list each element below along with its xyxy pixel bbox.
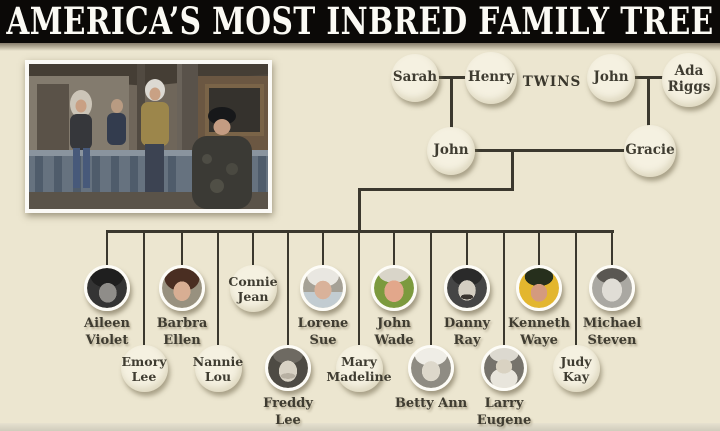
portrait-betty-ann [408,345,454,391]
descent-line-to-gracie [647,77,650,126]
portrait-face [87,268,127,308]
name-label: Kenneth Waye [508,316,570,348]
name-circle: Nannie Lou [192,345,244,392]
portrait-face [303,268,343,308]
tree-node-sarah: Sarah [391,54,439,102]
portrait-freddy-lee [265,345,311,391]
name-label: Lorene Sue [297,316,349,348]
name-label: Henry [467,69,515,86]
connector-line [105,230,109,265]
portrait-face [519,268,559,308]
portrait-barbra-ellen [159,265,205,311]
name-label: Nannie Lou [192,353,244,384]
name-label: Gracie [625,142,675,159]
name-label: Ada Riggs [667,63,711,95]
connector-line [321,230,325,265]
connector-line [286,230,290,345]
name-label: Sarah [392,69,438,86]
name-label: Aileen Violet [84,316,130,348]
name-label: Emory Lee [121,353,167,384]
tree-node-emory-lee: Emory Lee [103,230,185,392]
tree-node-lorene-sue: Lorene Sue [282,230,364,350]
tree-node-john-sr: John [587,54,635,102]
connector-line [465,230,469,265]
portrait-danny-ray [444,265,490,311]
tree-node-larry-eugene: Larry Eugene [463,230,545,430]
connector-line [142,230,146,345]
portrait-kenneth-waye [516,265,562,311]
name-label: Michael Steven [582,316,642,348]
name-label: John Wade [374,316,414,348]
family-photo-illustration [29,64,268,209]
portrait-face [484,348,524,388]
name-label: Larry Eugene [476,396,532,428]
page-title: AMERICA’S MOST INBRED FAMILY TREE [6,0,714,43]
bottom-edge-strip [0,423,720,431]
connector-line [502,230,506,345]
portrait-michael-steven [589,265,635,311]
name-label: Barbra Ellen [156,316,208,348]
tree-node-freddy-lee: Freddy Lee [247,230,329,430]
tree-node-betty-ann: Betty Ann [390,230,472,413]
tree-node-danny-ray: Danny Ray [426,230,508,350]
tree-node-gracie: Gracie [624,125,676,177]
portrait-aileen-violet [84,265,130,311]
name-label: Connie Jean [228,273,278,304]
tree-node-john-wade: John Wade [353,230,435,350]
name-circle: Emory Lee [120,345,168,392]
portrait-face [268,348,308,388]
tree-node-ada-riggs: Ada Riggs [662,53,716,107]
name-label: Judy Kay [560,353,592,384]
connector-line [251,230,255,265]
portrait-larry-eugene [481,345,527,391]
connector-line [537,230,541,265]
family-photo [25,60,272,213]
tree-node-henry: Henry [465,52,517,104]
portrait-face [162,268,202,308]
tree-node-mary-madeline: Mary Madeline [318,230,400,392]
tree-node-aileen-violet: Aileen Violet [66,230,148,350]
portrait-face [374,268,414,308]
name-label: Betty Ann [394,396,468,411]
name-circle: Mary Madeline [326,345,392,392]
portrait-face [411,348,451,388]
name-label: John [593,69,629,86]
connector-line [392,230,396,265]
portrait-face [592,268,632,308]
connector-line [429,230,433,345]
connector-line [610,230,614,265]
name-label: Danny Ray [443,316,491,348]
portrait-lorene-sue [300,265,346,311]
portrait-face [447,268,487,308]
tree-node-john: John [427,127,475,175]
descent-line-jog [358,188,514,191]
header-bar: AMERICA’S MOST INBRED FAMILY TREE [0,0,720,43]
tree-node-judy-kay: Judy Kay [535,230,617,392]
tree-node-barbra-ellen: Barbra Ellen [141,230,223,350]
portrait-john-wade [371,265,417,311]
tree-node-connie-jean: Connie Jean [212,230,294,312]
connector-line [574,230,578,345]
descent-line-drop [511,149,514,190]
descent-line-to-children [358,188,361,232]
connector-line [357,230,361,345]
name-label: Freddy Lee [263,396,313,428]
tree-node-michael-steven: Michael Steven [571,230,653,350]
name-label: John [433,142,469,159]
name-circle: Connie Jean [228,265,278,312]
name-label: Mary Madeline [326,353,392,384]
twins-label: TWINS [522,74,582,90]
connector-line [216,230,220,345]
descent-line-to-john [450,77,453,128]
connector-line [180,230,184,265]
marriage-line-john-gracie [474,149,625,152]
name-circle: Judy Kay [552,345,600,392]
header-fade-strip [0,43,720,51]
tree-node-kenneth-waye: Kenneth Waye [498,230,580,350]
tree-node-nannie-lou: Nannie Lou [177,230,259,392]
